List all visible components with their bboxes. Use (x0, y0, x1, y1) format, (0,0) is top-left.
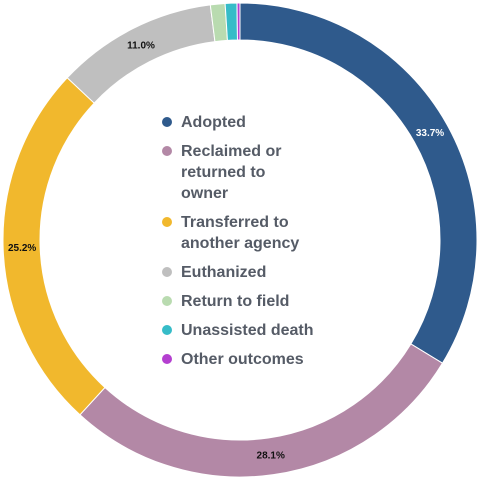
data-label: 28.1% (257, 450, 285, 461)
legend-item: Other outcomes (162, 349, 332, 370)
chart-legend: Adopted Reclaimed or returned to owner Trans… (162, 112, 332, 378)
donut-slice-other-outcomes (236, 2, 241, 41)
legend-swatch-icon (162, 296, 172, 306)
legend-item: Return to field (162, 291, 332, 312)
legend-item: Unassisted death (162, 320, 332, 341)
legend-swatch-icon (162, 267, 172, 277)
legend-item: Euthanized (162, 262, 332, 283)
donut-slice-adopted (239, 2, 478, 364)
data-label: 33.7% (416, 128, 444, 139)
legend-label: Reclaimed or returned to owner (181, 143, 282, 202)
legend-swatch-icon (162, 325, 172, 335)
legend-item: Transferred to another agency (162, 212, 332, 254)
legend-label: Other outcomes (181, 351, 304, 368)
legend-swatch-icon (162, 217, 172, 227)
data-label: 25.2% (8, 243, 36, 254)
legend-label: Transferred to another agency (181, 214, 300, 252)
legend-swatch-icon (162, 146, 172, 156)
legend-item: Adopted (162, 112, 332, 133)
legend-label: Euthanized (181, 264, 267, 281)
legend-item: Reclaimed or returned to owner (162, 141, 332, 204)
donut-slice-euthanized (66, 4, 216, 104)
legend-swatch-icon (162, 117, 172, 127)
legend-swatch-icon (162, 354, 172, 364)
legend-label: Unassisted death (181, 322, 314, 339)
donut-slice-unassisted-death (224, 2, 238, 41)
legend-label: Return to field (181, 293, 290, 310)
legend-label: Adopted (181, 114, 246, 131)
data-label: 11.0% (127, 40, 155, 51)
